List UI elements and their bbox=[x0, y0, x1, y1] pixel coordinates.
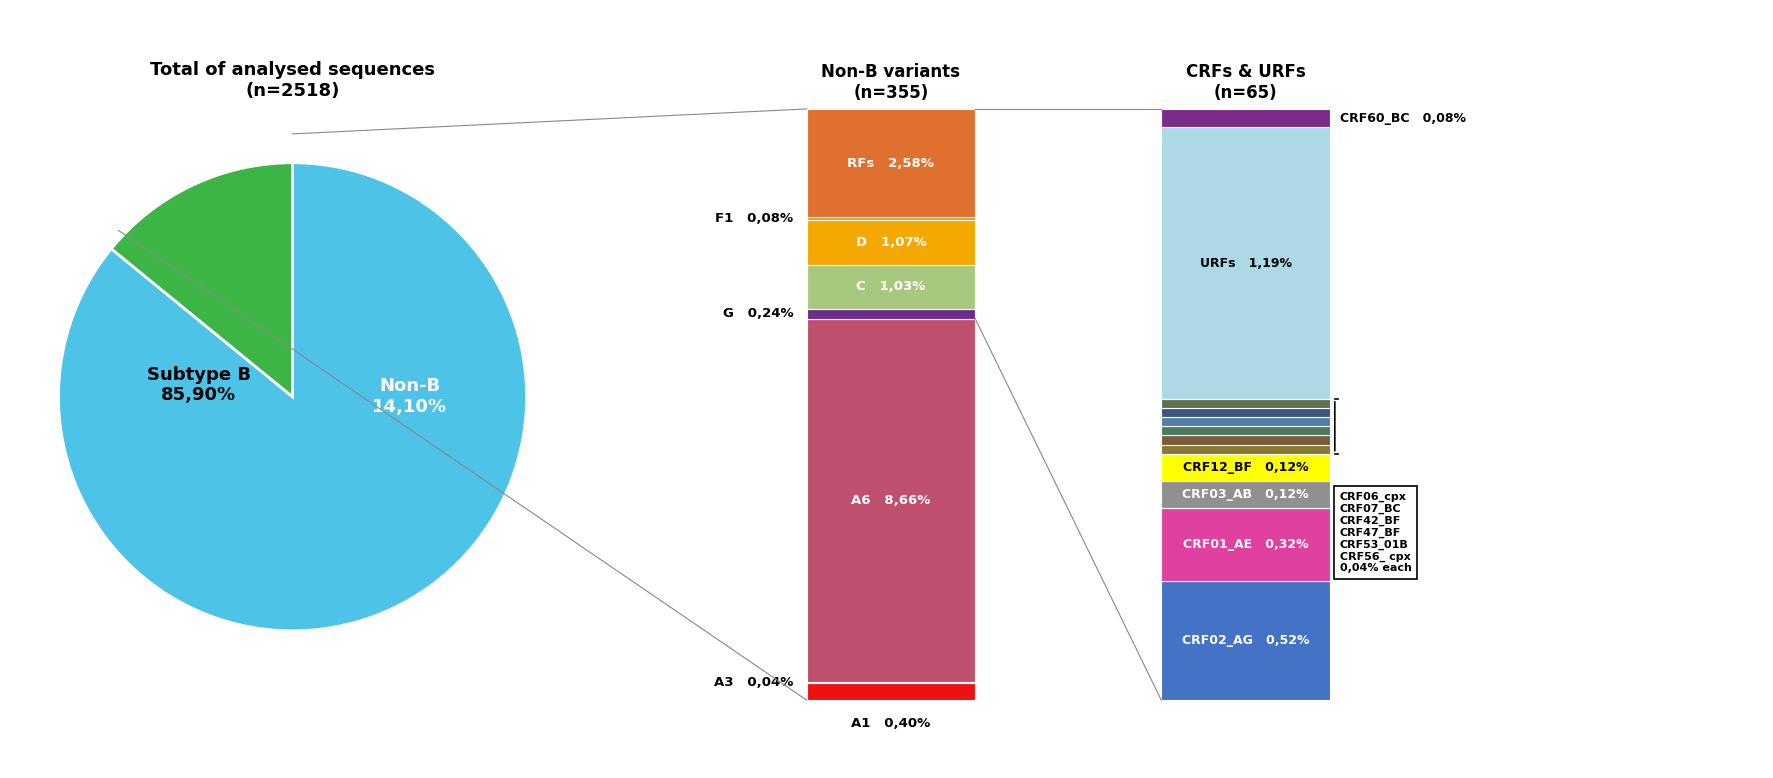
Text: CRF01_AE   0,32%: CRF01_AE 0,32% bbox=[1183, 538, 1308, 552]
Bar bbox=[1161, 436, 1330, 444]
Text: Subtype B
85,90%: Subtype B 85,90% bbox=[147, 366, 252, 405]
Text: A6   8,66%: A6 8,66% bbox=[851, 494, 931, 506]
Text: C   1,03%: C 1,03% bbox=[856, 280, 926, 293]
Bar bbox=[1161, 581, 1330, 700]
Text: F1   0,08%: F1 0,08% bbox=[715, 212, 793, 226]
Text: RFs   2,58%: RFs 2,58% bbox=[847, 156, 934, 170]
Bar bbox=[1161, 454, 1330, 481]
Bar bbox=[807, 220, 975, 265]
Bar bbox=[807, 683, 975, 700]
Text: CRF02_AG   0,52%: CRF02_AG 0,52% bbox=[1183, 634, 1308, 647]
Text: CRF06_cpx
CRF07_BC
CRF42_BF
CRF47_BF
CRF53_01B
CRF56_ cpx
0,04% each: CRF06_cpx CRF07_BC CRF42_BF CRF47_BF CRF… bbox=[1340, 492, 1411, 573]
Text: URFs   1,19%: URFs 1,19% bbox=[1200, 257, 1291, 269]
Bar bbox=[1161, 481, 1330, 509]
Text: CRF12_BF   0,12%: CRF12_BF 0,12% bbox=[1183, 461, 1308, 474]
Bar bbox=[807, 309, 975, 319]
Text: CRF03_AB   0,12%: CRF03_AB 0,12% bbox=[1183, 489, 1308, 501]
Text: A3   0,04%: A3 0,04% bbox=[715, 676, 793, 689]
Wedge shape bbox=[112, 163, 293, 397]
Bar bbox=[1161, 426, 1330, 436]
Text: D   1,07%: D 1,07% bbox=[856, 237, 926, 250]
Text: G   0,24%: G 0,24% bbox=[723, 307, 793, 320]
Bar bbox=[1161, 399, 1330, 408]
Bar bbox=[1161, 509, 1330, 581]
Title: CRFs & URFs
(n=65): CRFs & URFs (n=65) bbox=[1186, 63, 1305, 102]
Bar bbox=[807, 319, 975, 682]
Bar bbox=[1161, 408, 1330, 417]
Wedge shape bbox=[59, 163, 527, 631]
Title: Non-B variants
(n=355): Non-B variants (n=355) bbox=[821, 63, 961, 102]
Bar bbox=[807, 265, 975, 309]
Bar bbox=[807, 109, 975, 217]
Bar bbox=[807, 217, 975, 220]
Text: A1   0,40%: A1 0,40% bbox=[851, 717, 931, 730]
Bar bbox=[1161, 444, 1330, 454]
Bar bbox=[1161, 417, 1330, 426]
Title: Total of analysed sequences
(n=2518): Total of analysed sequences (n=2518) bbox=[151, 61, 434, 100]
Bar bbox=[807, 682, 975, 683]
Text: Non-B
14,10%: Non-B 14,10% bbox=[372, 377, 447, 416]
Bar bbox=[1161, 109, 1330, 127]
Text: CRF60_BC   0,08%: CRF60_BC 0,08% bbox=[1340, 111, 1466, 124]
Bar bbox=[1161, 127, 1330, 399]
